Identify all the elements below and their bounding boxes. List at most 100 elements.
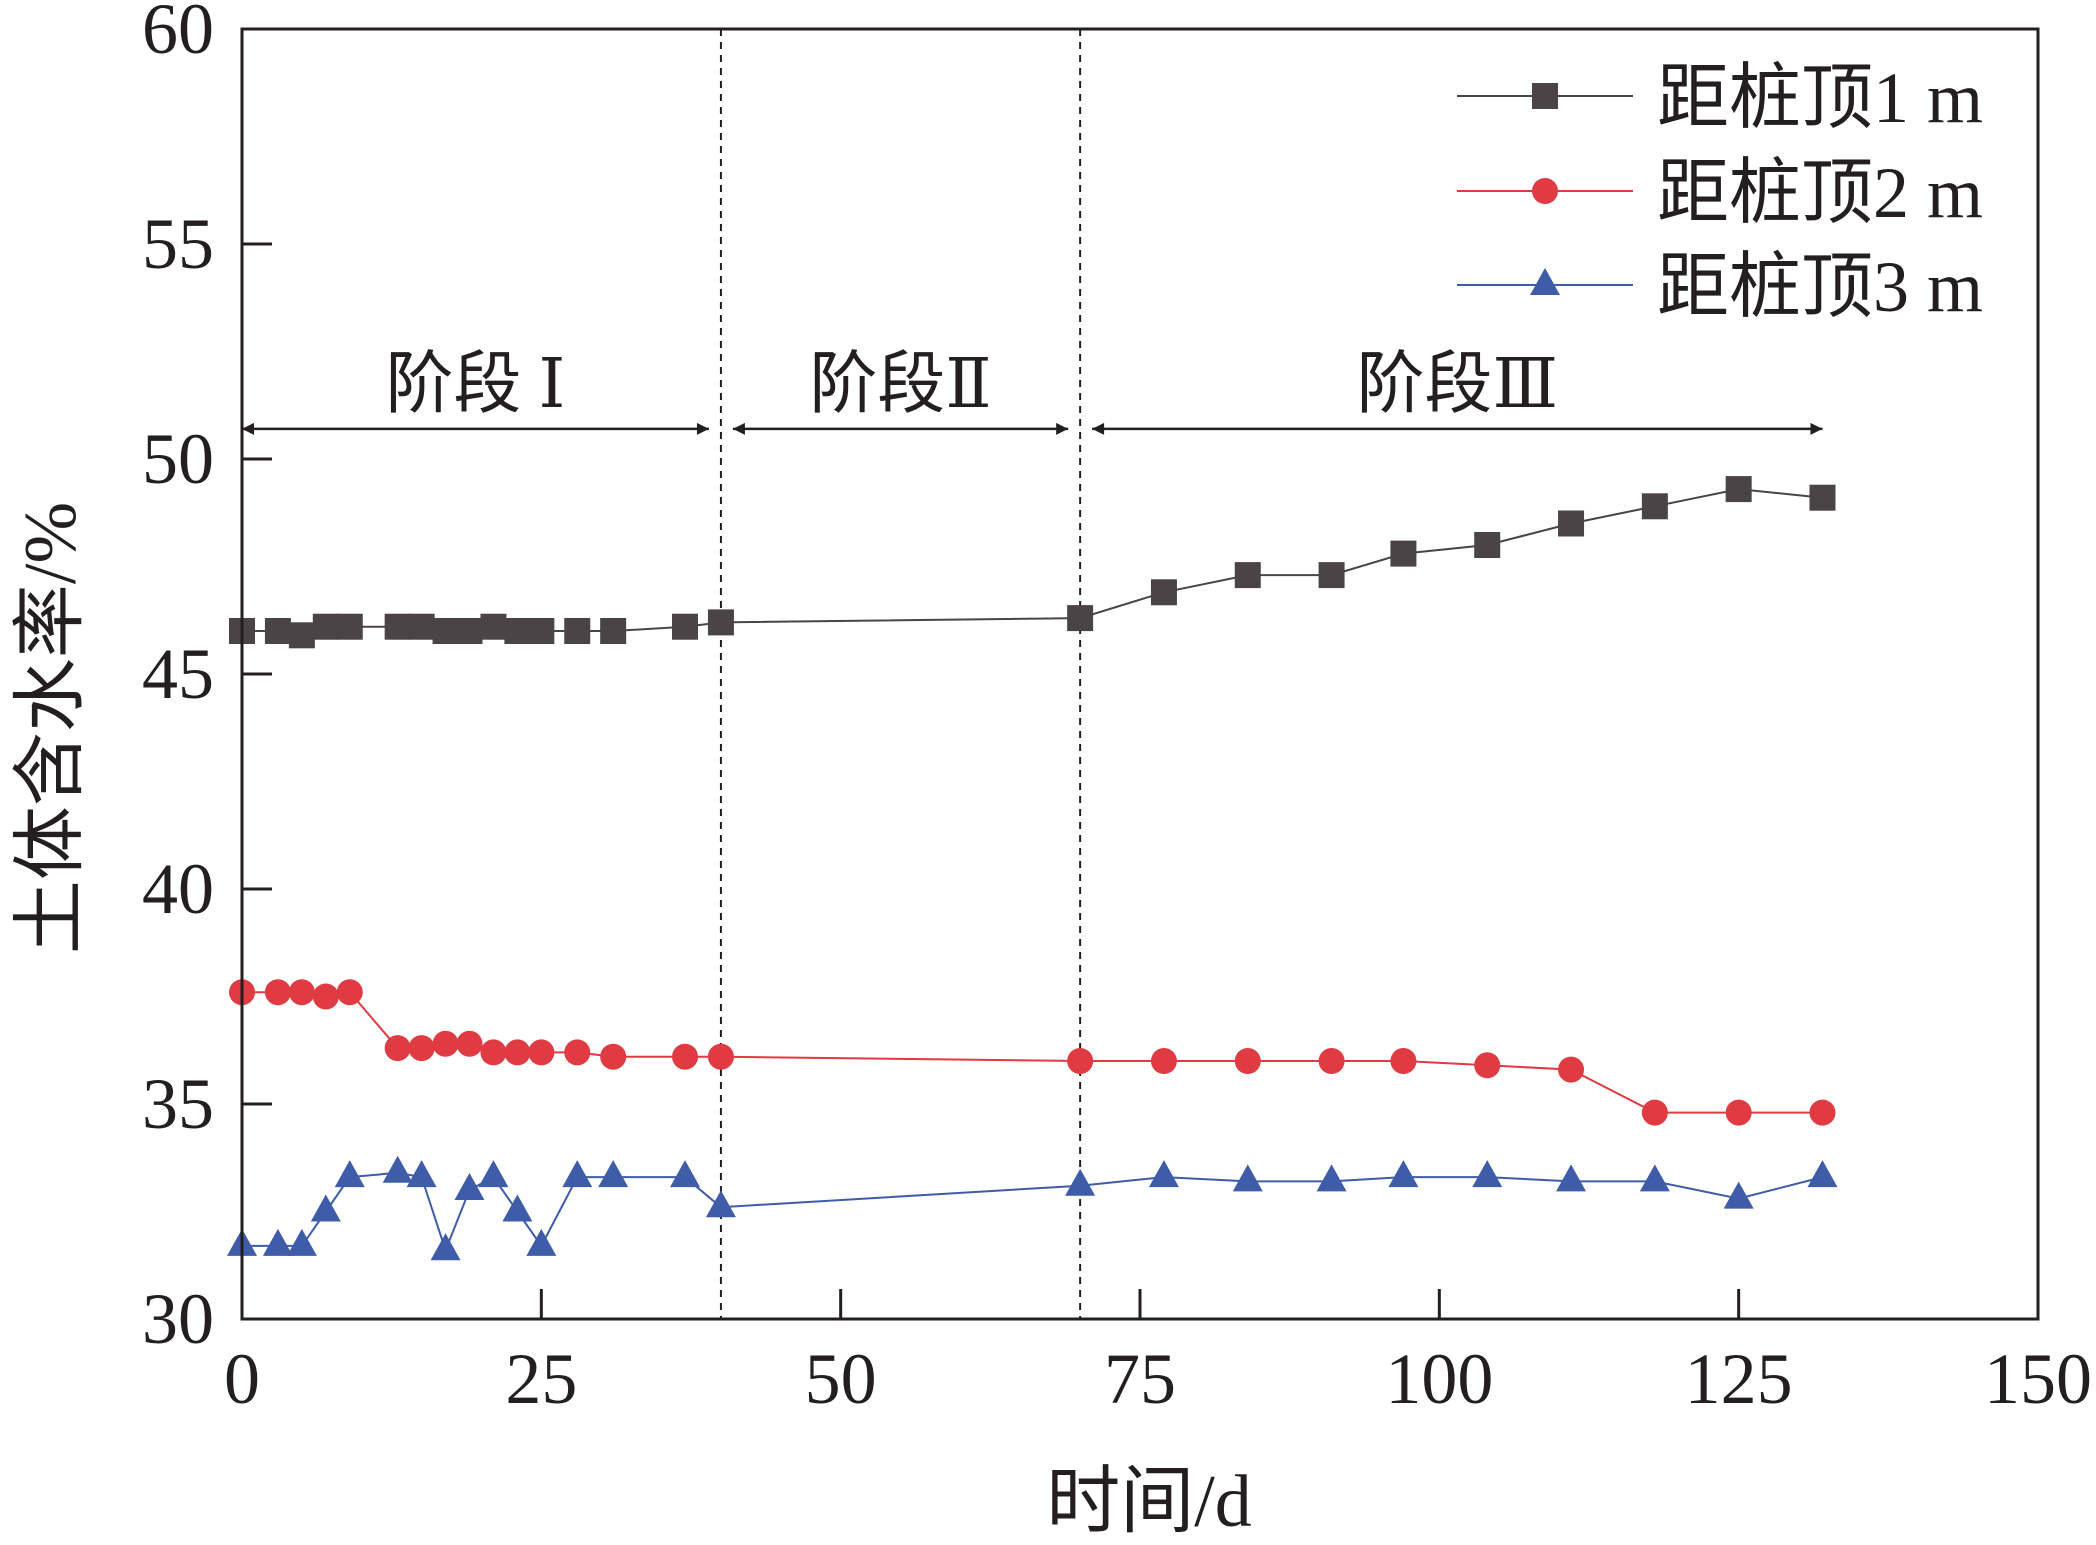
data-point-triangle bbox=[1556, 1164, 1587, 1192]
data-point-circle bbox=[1558, 1056, 1585, 1083]
stage-label: 阶段 Ⅰ bbox=[386, 346, 566, 422]
stage-label: 阶段Ⅱ bbox=[809, 346, 991, 422]
data-point-circle bbox=[288, 979, 315, 1006]
y-tick-label: 40 bbox=[142, 849, 214, 929]
data-point-square bbox=[504, 618, 531, 644]
data-point-triangle bbox=[705, 1190, 736, 1218]
data-point-square bbox=[707, 609, 734, 636]
data-point-square bbox=[528, 618, 555, 644]
x-tick-label: 150 bbox=[1984, 1339, 2092, 1419]
y-axis-title: 土体含水率/% bbox=[10, 502, 92, 954]
data-point-triangle bbox=[526, 1228, 557, 1256]
data-point-circle bbox=[1474, 1052, 1501, 1079]
data-point-triangle bbox=[310, 1194, 341, 1222]
data-point-triangle bbox=[1388, 1160, 1419, 1188]
data-point-square bbox=[1641, 493, 1668, 520]
legend-marker-square bbox=[1532, 83, 1558, 109]
legend-entry: 距桩顶1 m bbox=[1457, 58, 1983, 138]
x-tick-label: 0 bbox=[224, 1339, 260, 1419]
data-point-circle bbox=[1234, 1048, 1261, 1074]
axis-ticks: 0 25 50 75 100 125 150 30 35 40 45 50 55 60 bbox=[142, 0, 2092, 1419]
data-point-triangle bbox=[1232, 1164, 1263, 1192]
data-point-square bbox=[432, 618, 459, 644]
data-point-circle bbox=[600, 1043, 627, 1070]
data-point-triangle bbox=[262, 1228, 293, 1256]
y-tick-label: 35 bbox=[142, 1064, 214, 1144]
data-point-circle bbox=[408, 1035, 435, 1062]
series-line bbox=[242, 488, 1823, 637]
data-point-triangle bbox=[502, 1194, 533, 1222]
data-point-triangle bbox=[478, 1160, 509, 1188]
series-3 bbox=[227, 1155, 1838, 1261]
data-point-circle bbox=[312, 983, 339, 1010]
data-point-circle bbox=[528, 1039, 555, 1066]
data-point-triangle bbox=[454, 1173, 485, 1200]
stage-label: 阶段Ⅲ bbox=[1357, 346, 1559, 422]
data-point-square bbox=[456, 618, 483, 644]
data-series bbox=[227, 476, 1838, 1261]
data-point-circle bbox=[384, 1035, 411, 1062]
series-1 bbox=[229, 476, 1836, 649]
x-tick-label: 125 bbox=[1685, 1339, 1793, 1419]
data-point-circle bbox=[1641, 1099, 1668, 1126]
data-point-circle bbox=[707, 1043, 734, 1070]
data-point-square bbox=[1067, 605, 1094, 632]
y-tick-label: 55 bbox=[142, 204, 214, 284]
data-point-square bbox=[288, 622, 315, 649]
data-point-square bbox=[1809, 484, 1836, 511]
data-point-square bbox=[564, 618, 591, 644]
data-point-square bbox=[1474, 532, 1501, 558]
x-tick-label: 75 bbox=[1104, 1339, 1176, 1419]
data-point-square bbox=[1558, 510, 1585, 537]
data-point-triangle bbox=[1472, 1160, 1503, 1188]
data-point-square bbox=[312, 613, 339, 640]
legend-label: 距桩顶1 m bbox=[1657, 58, 1983, 138]
data-point-triangle bbox=[286, 1228, 317, 1256]
data-point-triangle bbox=[334, 1160, 365, 1188]
y-tick-label: 45 bbox=[142, 634, 214, 714]
legend-marker-circle bbox=[1532, 178, 1558, 204]
data-point-circle bbox=[480, 1039, 507, 1066]
data-point-triangle bbox=[382, 1155, 413, 1183]
data-point-circle bbox=[1150, 1048, 1177, 1074]
x-axis-title: 时间/d bbox=[1046, 1461, 1252, 1543]
y-tick-label: 50 bbox=[142, 419, 214, 499]
x-tick-label: 50 bbox=[805, 1339, 877, 1419]
data-point-circle bbox=[1318, 1048, 1345, 1074]
data-point-triangle bbox=[670, 1160, 701, 1188]
data-point-square bbox=[672, 613, 699, 640]
data-point-circle bbox=[1067, 1048, 1094, 1074]
data-point-square bbox=[1725, 476, 1752, 503]
data-point-circle bbox=[336, 979, 363, 1006]
x-tick-label: 100 bbox=[1385, 1339, 1493, 1419]
legend-entry: 距桩顶2 m bbox=[1457, 153, 1983, 233]
stage-annotations: 阶段 Ⅰ 阶段Ⅱ 阶段Ⅲ bbox=[242, 29, 1823, 1319]
plot-frame bbox=[240, 27, 2040, 1321]
data-point-triangle bbox=[430, 1233, 461, 1261]
data-point-square bbox=[1234, 562, 1261, 589]
data-point-square bbox=[384, 613, 411, 640]
data-point-square bbox=[1150, 579, 1177, 606]
data-point-square bbox=[408, 613, 435, 640]
data-point-square bbox=[1390, 540, 1417, 567]
data-point-square bbox=[600, 618, 627, 644]
data-point-triangle bbox=[598, 1160, 629, 1188]
data-point-square bbox=[1318, 562, 1345, 589]
data-point-triangle bbox=[1316, 1164, 1347, 1192]
data-point-triangle bbox=[562, 1160, 593, 1188]
data-point-circle bbox=[564, 1039, 591, 1066]
data-point-circle bbox=[504, 1039, 531, 1066]
y-tick-label: 60 bbox=[142, 0, 214, 69]
x-tick-label: 25 bbox=[505, 1339, 577, 1419]
data-point-circle bbox=[1809, 1099, 1836, 1126]
data-point-circle bbox=[1725, 1099, 1752, 1126]
legend: 距桩顶1 m 距桩顶2 m 距桩顶3 m bbox=[1457, 58, 1983, 327]
legend-label: 距桩顶2 m bbox=[1657, 153, 1983, 233]
data-point-square bbox=[480, 613, 507, 640]
legend-entry: 距桩顶3 m bbox=[1457, 247, 1983, 327]
data-point-triangle bbox=[1639, 1164, 1670, 1192]
data-point-circle bbox=[264, 979, 291, 1006]
data-point-square bbox=[336, 613, 363, 640]
series-2 bbox=[229, 979, 1836, 1126]
